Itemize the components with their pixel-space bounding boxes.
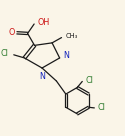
Text: N: N [63, 51, 69, 60]
Text: OH: OH [38, 18, 50, 27]
Text: Cl: Cl [86, 76, 94, 85]
Text: O: O [8, 28, 15, 37]
Text: Cl: Cl [1, 49, 9, 58]
Text: N: N [39, 72, 45, 81]
Text: Cl: Cl [98, 103, 106, 112]
Text: CH₃: CH₃ [66, 33, 78, 39]
